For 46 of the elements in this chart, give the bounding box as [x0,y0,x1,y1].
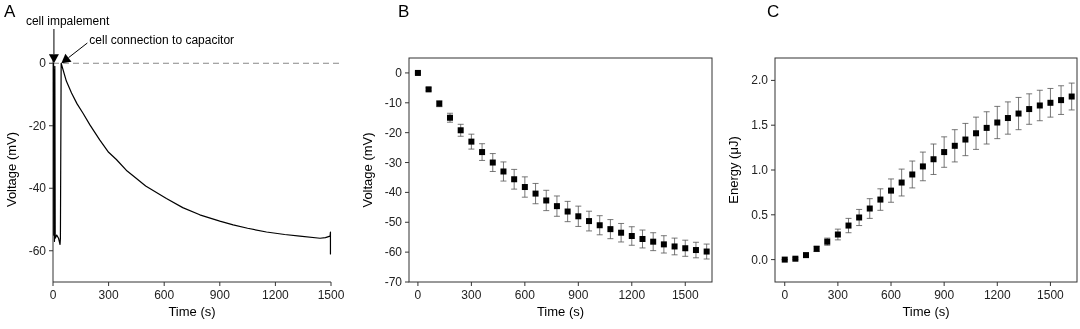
y-axis-title: Energy (μJ) [726,136,741,204]
x-tick-label: 300 [827,288,849,302]
y-tick-label: -40 [28,181,47,196]
x-tick-label: 600 [881,288,902,302]
x-tick-label: 600 [154,288,175,302]
y-tick-label: -70 [384,275,403,289]
y-tick-label: -10 [384,95,403,110]
x-tick-label: 300 [461,288,482,302]
x-tick-label: 0 [781,288,789,302]
y-tick-label: -20 [28,118,47,133]
y-tick-label: 1.0 [751,163,769,177]
x-tick-label: 1500 [671,288,699,302]
x-tick-label: 0 [414,288,422,302]
y-tick-label: 0 [395,65,403,80]
y-tick-label: -40 [384,185,403,200]
x-tick-label: 1200 [618,288,646,302]
x-tick-label: 1500 [317,288,345,302]
y-tick-label: -30 [384,155,403,170]
x-axis-title: Time (s) [536,304,585,319]
y-tick-label: -60 [28,243,47,258]
x-tick-label: 1500 [1037,288,1065,302]
y-tick-label: -50 [384,215,403,230]
annotation: cell connection to capacitor [89,33,235,47]
x-tick-label: 600 [514,288,536,302]
x-tick-label: 900 [209,288,231,302]
y-axis-title: Voltage (mV) [360,132,375,208]
y-tick-label: 2.0 [751,73,769,88]
chart-title: B [398,2,410,21]
chart-title: A [4,2,16,21]
annotation: cell impalement [25,14,110,28]
y-tick-label: 1.5 [751,118,769,133]
y-tick-label: -60 [384,245,403,260]
chart-title: C [767,2,780,21]
y-tick-label: -20 [384,125,403,140]
x-tick-label: 900 [934,288,955,302]
y-tick-label: 0.0 [751,252,769,267]
y-tick-label: 0 [39,56,47,71]
x-tick-label: 1200 [262,288,290,302]
x-tick-label: 0 [49,288,57,302]
x-tick-label: 900 [568,288,589,302]
x-axis-title: Time (s) [168,304,216,319]
y-axis-title: Voltage (mV) [4,131,19,208]
x-axis-title: Time (s) [902,304,950,319]
y-tick-label: 0.5 [751,207,769,222]
x-tick-label: 1200 [983,288,1011,302]
x-tick-label: 300 [98,288,119,302]
